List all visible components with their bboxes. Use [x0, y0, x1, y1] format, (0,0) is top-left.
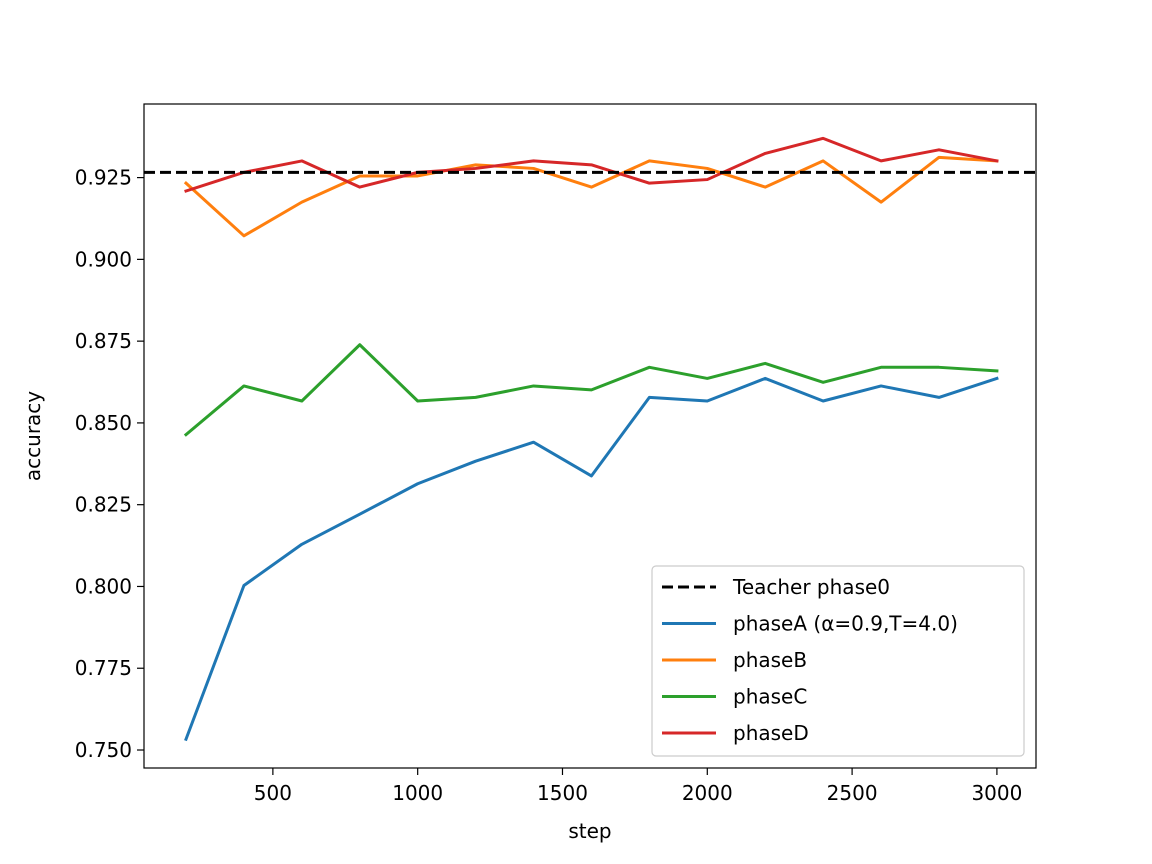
series-line-phasec	[183, 343, 999, 437]
x-axis-label: step	[568, 819, 611, 843]
legend-box	[651, 565, 1025, 757]
y-tick-label: 0.800	[75, 574, 132, 598]
y-tick-label: 0.900	[75, 247, 132, 271]
y-axis-ticks: 0.750 0.775 0.800 0.825 0.850 0.875 0.900 0.925	[75, 166, 144, 762]
y-tick-label: 0.875	[75, 329, 132, 353]
plot-frame	[143, 103, 1037, 769]
y-tick-label: 0.775	[75, 656, 132, 680]
legend: Teacher phase0 phaseA (α=0.9,T=4.0) phaseB…	[651, 565, 1025, 757]
y-tick-label: 0.850	[75, 411, 132, 435]
y-tick-label: 0.925	[75, 166, 132, 190]
series-layer	[183, 136, 999, 742]
x-tick-label: 3000	[971, 781, 1022, 805]
legend-label: phaseB	[733, 648, 807, 672]
legend-label: phaseA (α=0.9,T=4.0)	[733, 612, 958, 636]
legend-label: phaseC	[733, 685, 807, 709]
series-line-phaseb	[183, 155, 999, 238]
y-tick-label: 0.750	[75, 738, 132, 762]
series-line-phasea	[184, 376, 999, 742]
x-tick-label: 2000	[682, 781, 733, 805]
x-tick-label: 2500	[827, 781, 878, 805]
x-tick-label: 500	[254, 781, 292, 805]
series-line-phased	[184, 136, 999, 193]
x-tick-label: 1000	[392, 781, 443, 805]
y-axis-label: accuracy	[21, 391, 45, 481]
x-axis-ticks: 500 1000 1500 2000 2500 3000	[254, 768, 1022, 805]
y-tick-label: 0.825	[75, 493, 132, 517]
x-tick-label: 1500	[537, 781, 588, 805]
legend-label: phaseD	[733, 721, 809, 745]
legend-label: Teacher phase0	[732, 575, 890, 599]
